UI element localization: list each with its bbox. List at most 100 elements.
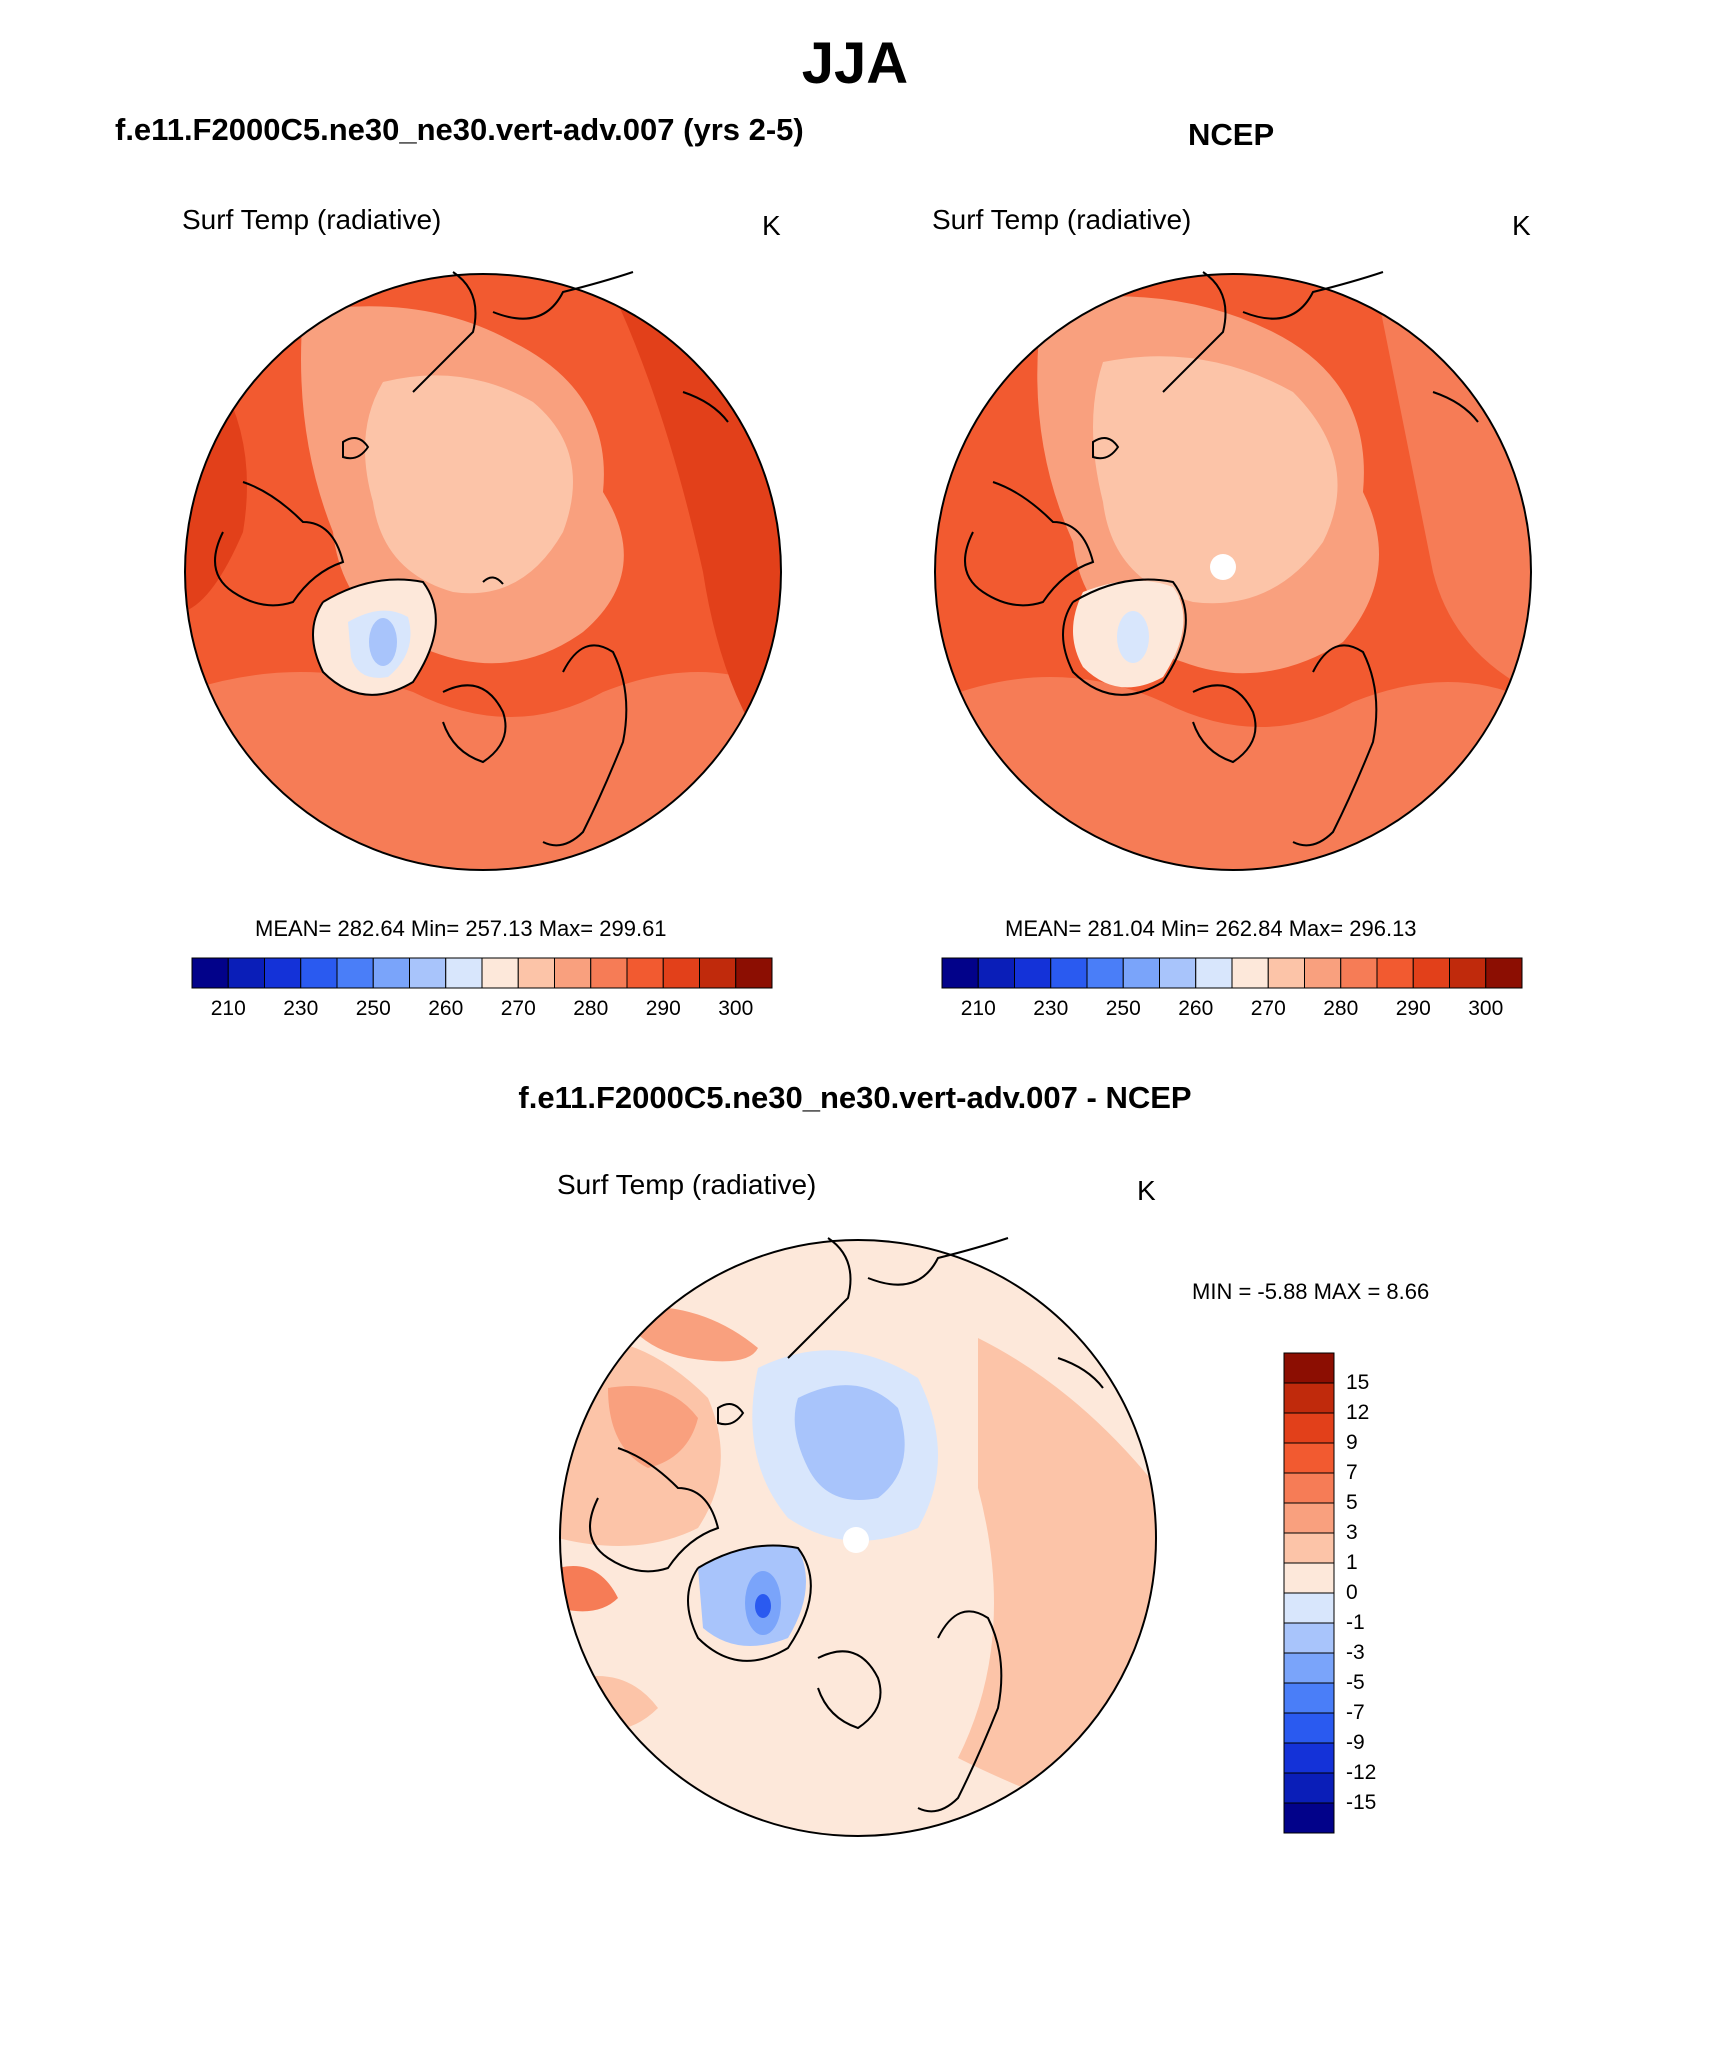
colorbar-swatch [662, 957, 700, 989]
colorbar-tick: -9 [1346, 1731, 1365, 1754]
colorbar-swatch [1283, 1352, 1335, 1384]
coastlines [589, 1237, 1104, 1813]
diff-field-5-7 [560, 1566, 618, 1612]
panel-1-stats: MEAN= 282.64 Min= 257.13 Max= 299.61 [255, 916, 667, 941]
colorbar-swatch [409, 957, 447, 989]
coastlines [964, 271, 1479, 847]
colorbar-swatch [1086, 957, 1124, 989]
colorbar-tick: 210 [210, 997, 246, 1020]
panel-2-units-label: K [1512, 210, 1531, 241]
colorbar-swatch [1283, 1592, 1335, 1624]
colorbar-tick: -15 [1346, 1791, 1377, 1814]
temp-field-275 [1093, 356, 1338, 604]
colorbar-swatch [941, 957, 979, 989]
map-border [184, 273, 782, 871]
colorbar-tick: 7 [1346, 1461, 1358, 1484]
colorbar-swatch [1283, 1562, 1335, 1594]
colorbar-swatch [300, 957, 338, 989]
map-panel-2 [934, 271, 1532, 871]
colorbar-tick: 270 [500, 997, 536, 1020]
colorbar-tick: 270 [1250, 997, 1286, 1020]
panel-1-units-label: K [762, 210, 781, 241]
temp-field-285 [935, 677, 1531, 870]
colorbar-tick: 300 [718, 997, 754, 1020]
temp-field-275 [365, 375, 573, 594]
diff-field-3-5 [608, 1386, 698, 1468]
panel-1-variable-label: Surf Temp (radiative) [182, 204, 442, 235]
colorbar-swatch [1376, 957, 1414, 989]
colorbar-tick: -7 [1346, 1701, 1365, 1724]
colorbar-tick: 300 [1468, 997, 1504, 1020]
colorbar-swatch [1159, 957, 1197, 989]
temp-field-252 [369, 618, 397, 666]
panel-1-title: f.e11.F2000C5.ne30_ne30.vert-adv.007 (yr… [115, 112, 804, 147]
colorbar-tick: 280 [573, 997, 609, 1020]
colorbar-panel-2-ticks: 210 230 250 260 270 280 290 300 [942, 997, 1522, 1027]
colorbar-swatch [1283, 1472, 1335, 1504]
panel-3-units-label: K [1137, 1175, 1156, 1206]
colorbar-tick: -3 [1346, 1641, 1365, 1664]
colorbar-swatch [1283, 1622, 1335, 1654]
colorbar-tick: 15 [1346, 1371, 1370, 1394]
colorbar-swatch [1231, 957, 1269, 989]
colorbar-tick: 250 [355, 997, 391, 1020]
colorbar-difference [1283, 1352, 1335, 1834]
map-border [934, 273, 1532, 871]
colorbar-swatch [1283, 1682, 1335, 1714]
colorbar-swatch [1283, 1442, 1335, 1474]
colorbar-tick: 230 [283, 997, 319, 1020]
colorbar-tick: 280 [1323, 997, 1359, 1020]
colorbar-swatch [1283, 1802, 1335, 1834]
colorbar-swatch [1283, 1742, 1335, 1774]
colorbar-tick: -5 [1346, 1671, 1365, 1694]
pole-mask [843, 1527, 869, 1553]
colorbar-swatch [1122, 957, 1160, 989]
colorbar-swatch [445, 957, 483, 989]
colorbar-swatch [1340, 957, 1378, 989]
colorbar-difference-ticks: 15 12 9 7 5 3 1 0 -1 -3 -5 -7 -9 -12 -15 [1346, 1353, 1426, 1833]
panel-2-title: NCEP [1188, 117, 1275, 152]
difference-title: f.e11.F2000C5.ne30_ne30.vert-adv.007 - N… [518, 1080, 1192, 1115]
colorbar-swatch [1412, 957, 1450, 989]
panel-3-variable-label: Surf Temp (radiative) [557, 1169, 817, 1200]
colorbar-tick: 0 [1346, 1581, 1358, 1604]
colorbar-swatch [554, 957, 592, 989]
colorbar-swatch [977, 957, 1015, 989]
temp-field-285 [185, 672, 781, 870]
colorbar-tick: 5 [1346, 1491, 1358, 1514]
colorbar-swatch [481, 957, 519, 989]
colorbar-tick: 290 [1395, 997, 1431, 1020]
colorbar-swatch [1283, 1652, 1335, 1684]
colorbar-tick: 260 [428, 997, 464, 1020]
colorbar-tick: 9 [1346, 1431, 1358, 1454]
colorbar-swatch [264, 957, 302, 989]
season-title: JJA [801, 31, 909, 96]
colorbar-panel-1 [191, 957, 773, 989]
temp-field-258 [1117, 611, 1149, 663]
panel-2-variable-label: Surf Temp (radiative) [932, 204, 1192, 235]
colorbar-tick: 12 [1346, 1401, 1370, 1424]
map-panel-3 [559, 1237, 1157, 1837]
colorbar-tick: 1 [1346, 1551, 1358, 1574]
panel-3-stats: MIN = -5.88 MAX = 8.66 [1192, 1279, 1430, 1304]
colorbar-tick: -1 [1346, 1611, 1365, 1634]
colorbar-swatch [1485, 957, 1523, 989]
colorbar-swatch [1283, 1772, 1335, 1804]
colorbar-swatch [699, 957, 737, 989]
colorbar-swatch [1283, 1382, 1335, 1414]
colorbar-panel-1-ticks: 210 230 250 260 270 280 290 300 [192, 997, 772, 1027]
colorbar-tick: 230 [1033, 997, 1069, 1020]
colorbar-swatch [1449, 957, 1487, 989]
colorbar-swatch [626, 957, 664, 989]
diff-field-neg7-neg5 [755, 1594, 771, 1618]
colorbar-tick: 260 [1178, 997, 1214, 1020]
map-border [559, 1239, 1157, 1837]
colorbar-swatch [1283, 1712, 1335, 1744]
colorbar-swatch [1014, 957, 1052, 989]
colorbar-swatch [735, 957, 773, 989]
colorbar-swatch [517, 957, 555, 989]
colorbar-swatch [1267, 957, 1305, 989]
colorbar-tick: 290 [645, 997, 681, 1020]
diff-field-neg3-neg1 [794, 1385, 905, 1500]
colorbar-tick: 210 [960, 997, 996, 1020]
